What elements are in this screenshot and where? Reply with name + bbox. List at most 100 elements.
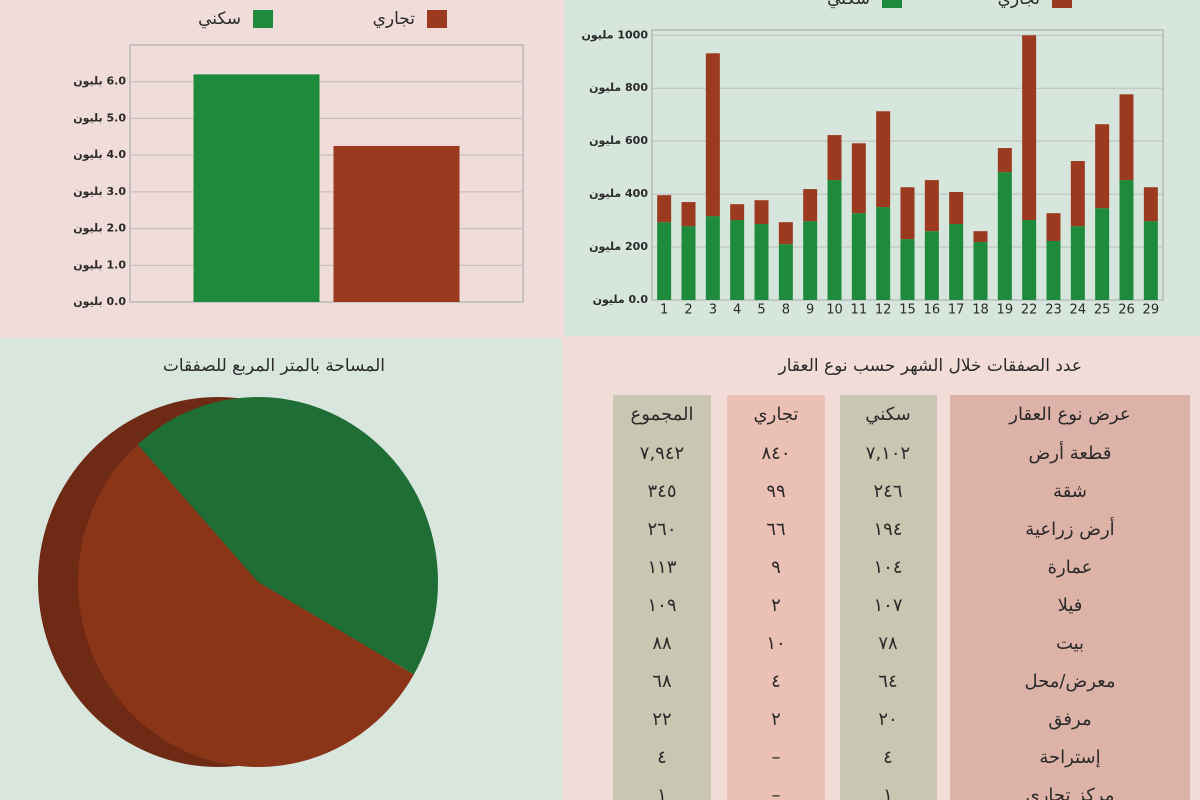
table-cell: ٤ (883, 747, 893, 768)
table-cell: ٤ (771, 671, 781, 692)
table-header-bg (727, 395, 825, 435)
bar-segment (876, 207, 891, 300)
y-tick-label: 200 مليون (589, 240, 648, 253)
y-tick-label: 1.0 بليون (73, 258, 126, 271)
bar-segment (949, 192, 964, 225)
y-tick-label: 4.0 بليون (73, 148, 126, 161)
y-tick-label: 0.0 بليون (73, 295, 126, 308)
x-tick-label: 17 (948, 303, 965, 318)
bar-segment (900, 239, 915, 300)
table-cell: ١٠ (766, 633, 785, 654)
bar-segment (1119, 94, 1134, 181)
bar-segment (754, 200, 769, 225)
table-header: المجموع (631, 404, 694, 425)
bar-segment (803, 189, 818, 222)
bar-segment (754, 224, 769, 300)
table-cell: قطعة أرض (1029, 441, 1112, 464)
bar-segment (1046, 240, 1061, 300)
bar-segment (1095, 208, 1110, 300)
pie-title: المساحة بالمتر المربع للصفقات (163, 356, 385, 376)
table-header-bg (613, 395, 711, 435)
table-header: عرض نوع العقار (1008, 404, 1130, 425)
table-header: سكني (865, 404, 910, 425)
legend-swatch (1052, 0, 1072, 8)
x-tick-label: 4 (733, 303, 741, 318)
table-cell: – (772, 747, 781, 768)
x-tick-label: 1 (660, 303, 668, 318)
table-cell: ٢٤٦ (873, 481, 902, 502)
bar-segment (997, 172, 1012, 300)
bar-segment (924, 231, 939, 300)
bar-segment (997, 148, 1012, 173)
table-cell: ١٠٩ (647, 595, 676, 616)
table-cell: ٤ (657, 747, 667, 768)
bar-segment (1143, 187, 1158, 222)
y-tick-label: 800 مليون (589, 81, 648, 94)
x-tick-label: 11 (851, 303, 868, 318)
bar-segment (778, 222, 793, 245)
bar-segment (924, 180, 939, 232)
legend-swatch (427, 10, 447, 28)
table-cell: ٢ (771, 595, 781, 616)
table-cell: ٧,٩٤٢ (640, 443, 684, 464)
table-header-bg (840, 395, 937, 435)
bar-segment (705, 53, 720, 217)
legend-swatch (882, 0, 902, 8)
legend-label: سكني (827, 0, 870, 9)
x-tick-label: 15 (899, 303, 916, 318)
x-tick-label: 22 (1021, 303, 1038, 318)
table-cell: ١ (883, 785, 893, 800)
table-cell: ٢٠ (878, 709, 897, 730)
bar-segment (730, 204, 745, 221)
bar-segment (851, 213, 866, 300)
table-cell: إستراحة (1039, 747, 1100, 768)
x-tick-label: 16 (924, 303, 941, 318)
bar-segment (1143, 221, 1158, 300)
table-cell: ٦٦ (766, 519, 785, 540)
table-column-bg (840, 395, 937, 800)
table-cell: فيلا (1058, 595, 1083, 616)
bar-segment (730, 220, 745, 300)
legend-swatch (253, 10, 273, 28)
table-title: عدد الصفقات خلال الشهر حسب نوع العقار (778, 356, 1083, 376)
bar-segment (900, 187, 915, 240)
y-tick-label: 2.0 بليون (73, 222, 126, 235)
table-cell: ١ (657, 785, 667, 800)
x-tick-label: 18 (972, 303, 989, 318)
table-cell: ٢ (771, 709, 781, 730)
table-cell: شقة (1053, 481, 1087, 502)
x-tick-label: 29 (1143, 303, 1160, 318)
pie-slice (77, 444, 414, 767)
x-tick-label: 25 (1094, 303, 1111, 318)
table-cell: ٧,١٠٢ (866, 443, 910, 464)
x-tick-label: 5 (757, 303, 765, 318)
bar-segment (949, 224, 964, 300)
bar-segment (778, 244, 793, 300)
table-cell: ٢٢ (652, 709, 671, 730)
table-cell: أرض زراعية (1025, 517, 1114, 540)
x-tick-label: 24 (1070, 303, 1087, 318)
bar-segment (681, 202, 696, 227)
table-column-bg (950, 395, 1190, 800)
table-cell: مرفق (1048, 709, 1091, 730)
bar-segment (1070, 161, 1085, 227)
x-tick-label: 10 (826, 303, 843, 318)
bar-segment (681, 226, 696, 300)
bar-segment (657, 195, 672, 223)
legend-label: تجاري (998, 0, 1041, 9)
bar-segment (1022, 220, 1037, 300)
table-cell: عمارة (1048, 557, 1093, 578)
table-cell: – (772, 785, 781, 800)
table-cell: ١٠٤ (873, 557, 902, 578)
x-tick-label: 9 (806, 303, 814, 318)
table-cell: ٨٨ (652, 633, 672, 654)
table-header-bg (950, 395, 1190, 435)
table-cell: بيت (1056, 633, 1084, 654)
table-cell: ٦٤ (878, 671, 897, 692)
bar-segment (851, 143, 866, 214)
y-tick-label: 600 مليون (589, 134, 648, 147)
table-cell: ١١٣ (647, 557, 676, 578)
table-cell: ١٩٤ (873, 519, 902, 540)
bar-segment (973, 242, 988, 300)
